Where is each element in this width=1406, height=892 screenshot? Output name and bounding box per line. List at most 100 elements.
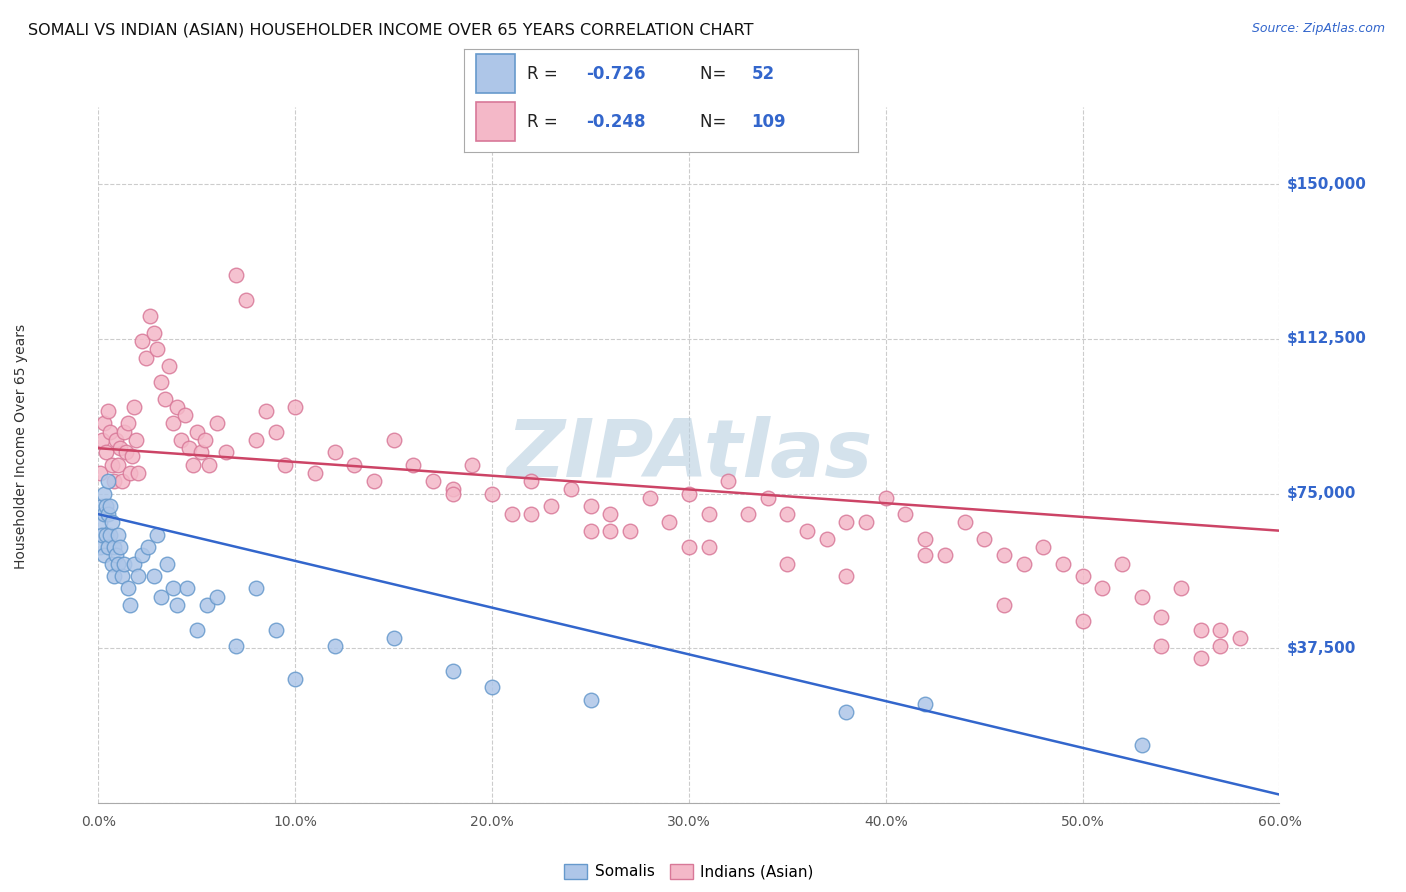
Point bbox=[717, 474, 740, 488]
Point bbox=[150, 590, 173, 604]
Point bbox=[835, 516, 858, 530]
Point bbox=[855, 516, 877, 530]
Point bbox=[194, 433, 217, 447]
Point bbox=[93, 417, 115, 431]
FancyBboxPatch shape bbox=[475, 103, 515, 141]
Point bbox=[1130, 590, 1153, 604]
Point bbox=[953, 516, 976, 530]
Point bbox=[264, 425, 287, 439]
Point bbox=[157, 359, 180, 373]
Point bbox=[973, 532, 995, 546]
Point bbox=[284, 400, 307, 414]
Point bbox=[934, 549, 956, 563]
Point bbox=[177, 441, 200, 455]
Point bbox=[815, 532, 838, 546]
Point bbox=[103, 540, 125, 554]
Text: -0.726: -0.726 bbox=[586, 65, 645, 83]
Point bbox=[112, 425, 135, 439]
Point bbox=[125, 433, 148, 447]
Point bbox=[103, 474, 125, 488]
Point bbox=[91, 528, 114, 542]
Point bbox=[138, 310, 160, 324]
Point bbox=[461, 458, 484, 472]
Point bbox=[540, 499, 562, 513]
Point bbox=[170, 433, 193, 447]
Point bbox=[107, 557, 129, 571]
Point bbox=[245, 582, 267, 596]
Point bbox=[441, 483, 464, 497]
Point bbox=[166, 400, 188, 414]
Text: Source: ZipAtlas.com: Source: ZipAtlas.com bbox=[1251, 22, 1385, 36]
Point bbox=[1052, 557, 1074, 571]
Point bbox=[520, 474, 543, 488]
Point bbox=[205, 590, 228, 604]
Text: R =: R = bbox=[527, 65, 562, 83]
Point bbox=[135, 351, 157, 365]
Point bbox=[1012, 557, 1035, 571]
Point bbox=[441, 664, 464, 678]
Point bbox=[122, 557, 145, 571]
Point bbox=[579, 692, 602, 706]
Point bbox=[264, 623, 287, 637]
Point bbox=[756, 491, 779, 505]
Point bbox=[150, 376, 173, 390]
Point bbox=[186, 623, 208, 637]
Point bbox=[142, 569, 165, 583]
Point bbox=[122, 400, 145, 414]
Point bbox=[136, 540, 159, 554]
Point bbox=[215, 445, 238, 459]
Point bbox=[98, 425, 121, 439]
Point bbox=[97, 404, 120, 418]
Point bbox=[146, 528, 169, 542]
Point bbox=[91, 499, 114, 513]
Point bbox=[225, 639, 247, 653]
Point bbox=[101, 557, 124, 571]
Point bbox=[520, 507, 543, 521]
Point bbox=[678, 486, 700, 500]
Point bbox=[914, 549, 936, 563]
Point bbox=[274, 458, 297, 472]
Point bbox=[117, 417, 139, 431]
Point bbox=[619, 524, 641, 538]
Point bbox=[697, 540, 720, 554]
Point bbox=[96, 499, 118, 513]
Text: $37,500: $37,500 bbox=[1286, 640, 1355, 656]
Point bbox=[402, 458, 425, 472]
Point bbox=[235, 293, 257, 307]
Point bbox=[835, 705, 858, 719]
Point bbox=[131, 549, 153, 563]
Point bbox=[93, 507, 115, 521]
Point bbox=[107, 458, 129, 472]
Point bbox=[195, 598, 218, 612]
Point bbox=[146, 343, 169, 357]
Point bbox=[1189, 623, 1212, 637]
Point bbox=[91, 433, 114, 447]
Point bbox=[93, 549, 115, 563]
Point bbox=[1091, 582, 1114, 596]
Text: 52: 52 bbox=[751, 65, 775, 83]
Point bbox=[105, 433, 128, 447]
Text: Householder Income Over 65 years: Householder Income Over 65 years bbox=[14, 324, 28, 568]
Text: R =: R = bbox=[527, 113, 562, 131]
Point bbox=[181, 458, 204, 472]
Point bbox=[96, 528, 118, 542]
Point bbox=[121, 450, 143, 464]
Point bbox=[107, 528, 129, 542]
Point bbox=[441, 486, 464, 500]
Point bbox=[101, 516, 124, 530]
Point bbox=[93, 486, 115, 500]
Point bbox=[89, 516, 111, 530]
Point bbox=[894, 507, 917, 521]
Point bbox=[225, 268, 247, 282]
Point bbox=[481, 681, 503, 695]
Point bbox=[117, 582, 139, 596]
Point bbox=[108, 540, 131, 554]
Legend: Somalis, Indians (Asian): Somalis, Indians (Asian) bbox=[558, 857, 820, 886]
Point bbox=[993, 549, 1015, 563]
Point bbox=[835, 569, 858, 583]
Point bbox=[1150, 610, 1173, 624]
Point bbox=[155, 392, 177, 406]
Point bbox=[914, 532, 936, 546]
Point bbox=[98, 499, 121, 513]
Point bbox=[1209, 623, 1232, 637]
